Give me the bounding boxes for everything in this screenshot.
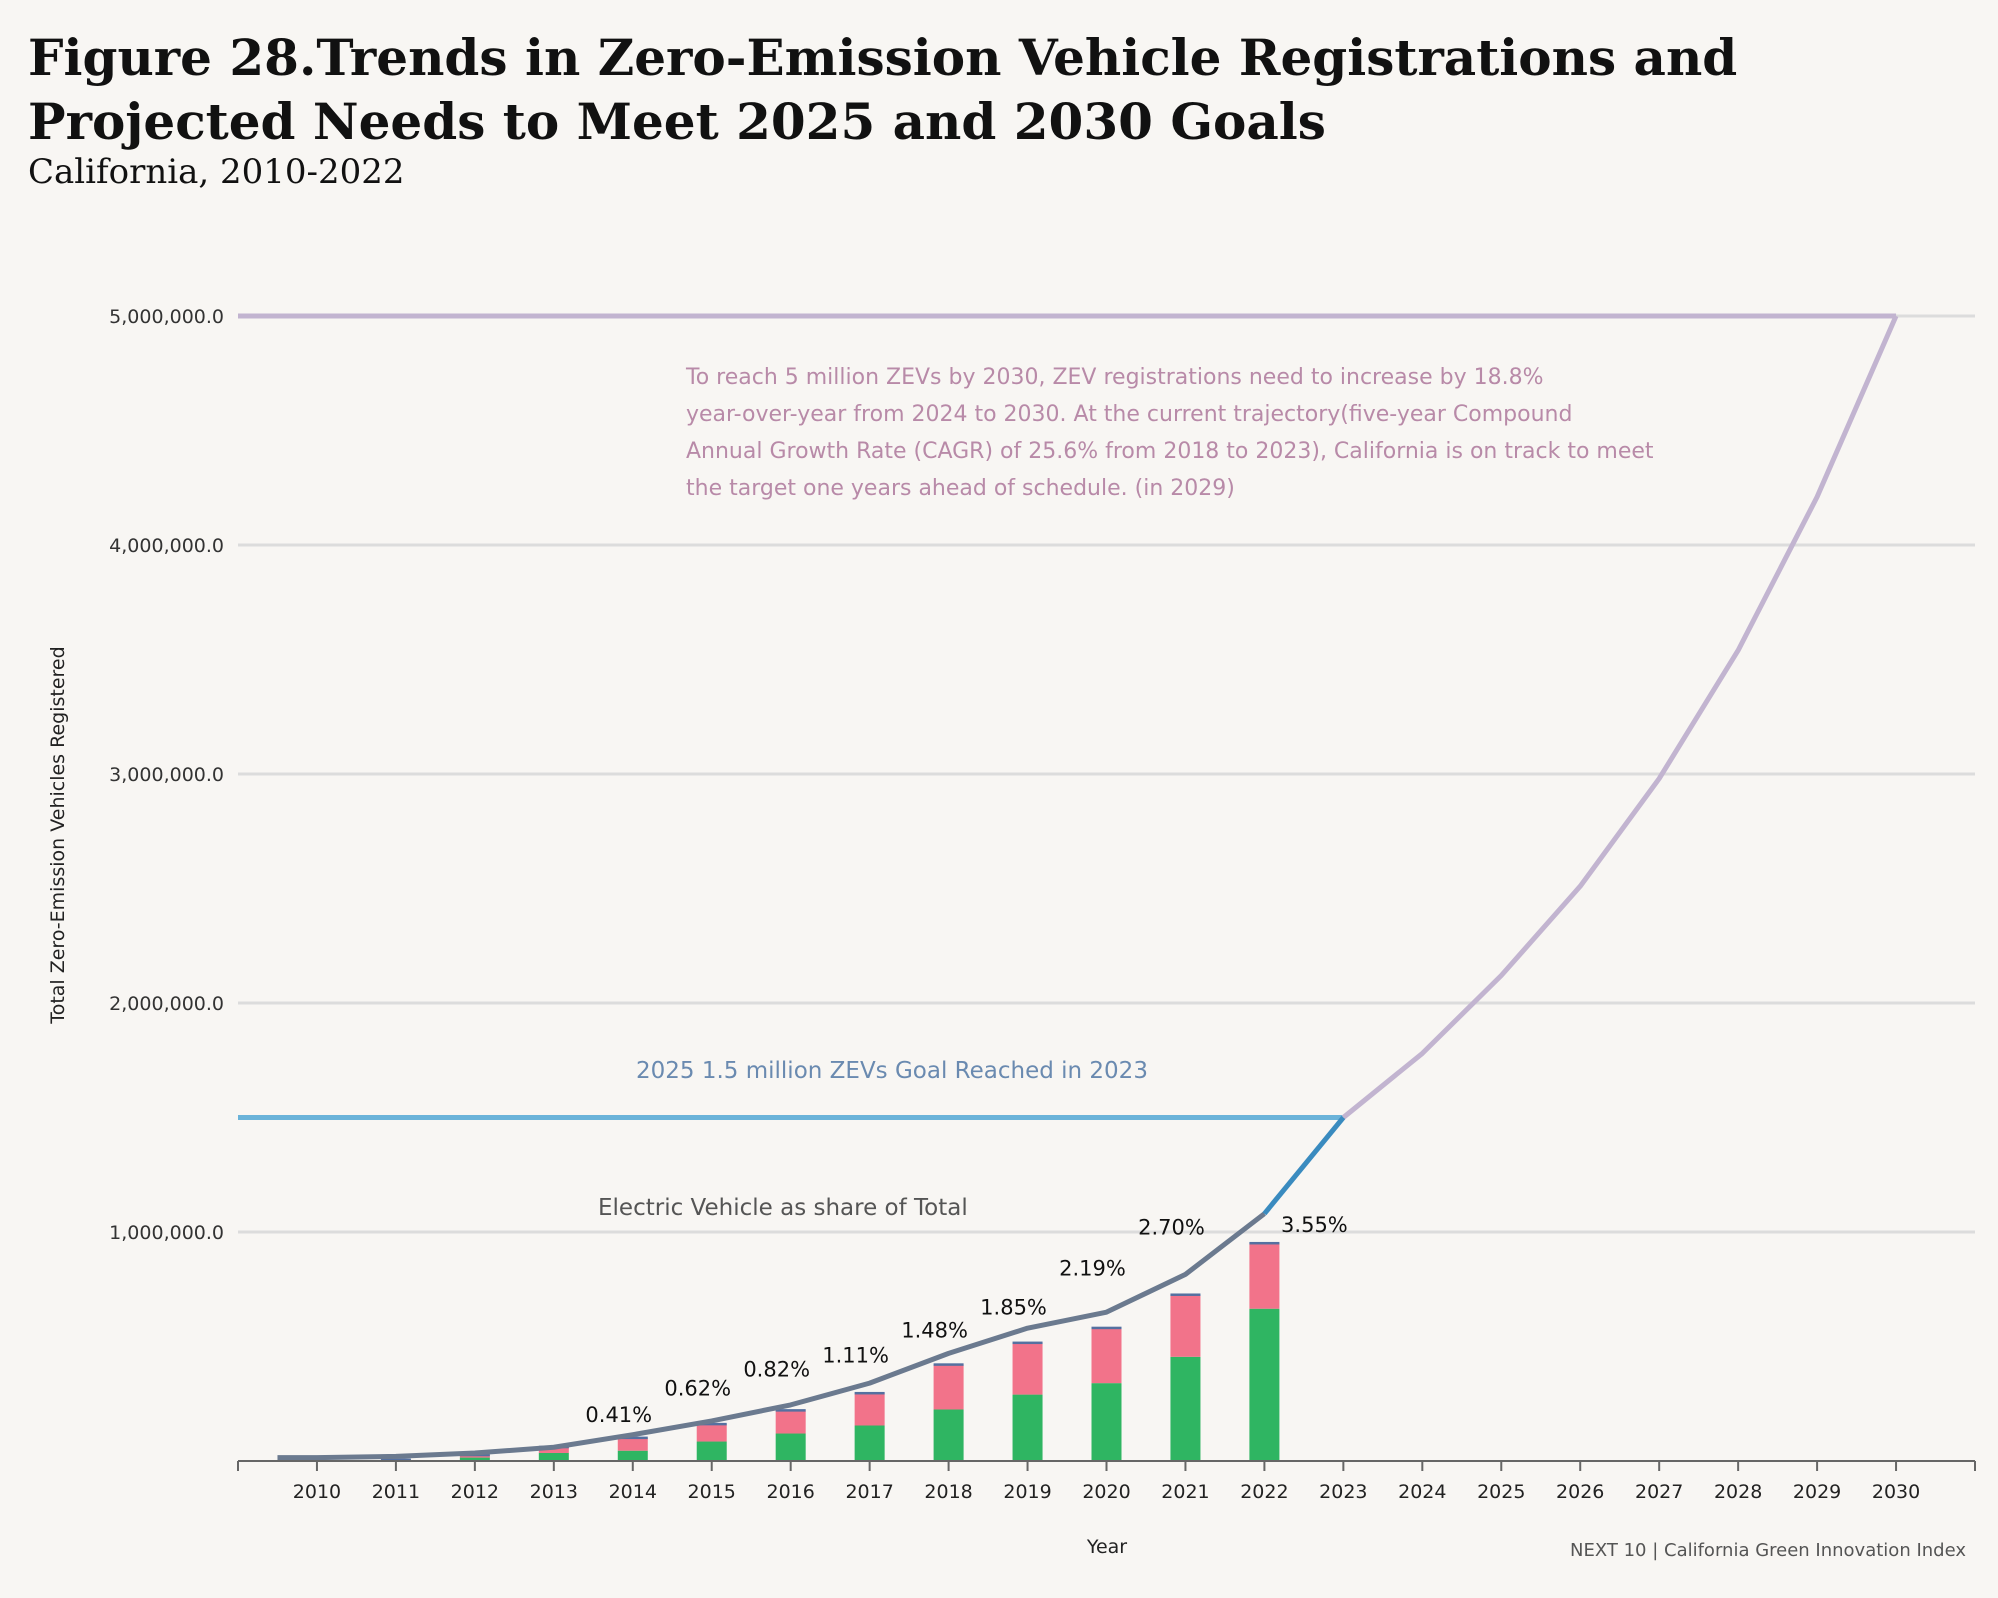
bar-cap [1091,1326,1122,1330]
x-tick-label: 2020 [1082,1481,1130,1503]
bar-segment [854,1393,885,1426]
y-tick-label: 4,000,000.0 [109,535,224,557]
share-label: 0.82% [743,1357,810,1381]
bar-segment [538,1452,569,1461]
bar-segment [1249,1243,1280,1309]
share-labels: 0.41% 0.62% 0.82% 1.11% 1.48% 1.85% 2.19% 2.70%… [585,1213,1347,1427]
bar-segment [696,1424,727,1442]
total-zev-line [277,1211,1266,1461]
bar-segment [854,1425,885,1461]
x-tick-label: 2028 [1714,1481,1762,1503]
share-label: 0.41% [585,1403,652,1427]
trend-lines [277,1115,1346,1461]
bar-segment [1170,1294,1201,1357]
x-axis-label: Year [1086,1536,1127,1558]
x-tick-label: 2018 [924,1481,972,1503]
trend-2023-line [1262,1115,1346,1216]
x-tick-label: 2029 [1793,1481,1841,1503]
goal-lines [238,313,1899,1120]
bar-cap [1170,1293,1201,1296]
x-tick-label: 2015 [688,1481,736,1503]
goal-2030-annotation-line: To reach 5 million ZEVs by 2030, ZEV reg… [685,365,1544,390]
bar-segment [933,1409,964,1461]
bar-segment [1012,1343,1043,1395]
source-credit: NEXT 10 | California Green Innovation In… [1570,1540,1966,1561]
y-tick-label: 2,000,000.0 [109,993,224,1015]
share-label: 1.48% [901,1318,968,1342]
share-label: 1.11% [822,1344,889,1368]
x-tick-label: 2013 [530,1481,578,1503]
x-axis: 2010 2011 2012 2013 2014 2015 2016 2017 2018 2019… [237,1460,1976,1503]
x-tick-label: 2023 [1319,1481,1367,1503]
bar-cap [775,1409,806,1412]
bars [380,1241,1280,1462]
bar-cap [696,1422,727,1426]
goal-2030-annotation-line: Annual Growth Rate (CAGR) of 25.6% from … [686,439,1654,464]
bar-cap [1249,1241,1280,1245]
x-tick-label: 2016 [767,1481,815,1503]
bar-segment [1091,1328,1122,1384]
bar-cap [1012,1341,1043,1345]
x-tick-label: 2022 [1240,1481,1288,1503]
bar-segment [1012,1394,1043,1461]
goal-2025-annotation: 2025 1.5 million ZEVs Goal Reached in 20… [636,1058,1148,1084]
x-tick-label: 2030 [1872,1481,1920,1503]
bar-segment [617,1450,648,1461]
x-tick-label: 2011 [372,1481,420,1503]
x-tick-label: 2027 [1635,1481,1683,1503]
projection-line [1341,315,1899,1120]
share-label: 1.85% [980,1295,1047,1319]
goal-2030-annotation-line: the target one years ahead of schedule. … [686,476,1235,501]
x-tick-label: 2014 [609,1481,657,1503]
goal-2030-annotation-line: year-over-year from 2024 to 2030. At the… [686,402,1572,427]
x-tick-label: 2025 [1477,1481,1525,1503]
x-tick-label: 2026 [1556,1481,1604,1503]
y-axis-label: Total Zero-Emission Vehicles Registered [47,646,69,1024]
chart-title: Figure 28.Trends in Zero-Emission Vehicl… [28,28,1738,151]
bar-segment [459,1455,490,1458]
annotations: To reach 5 million ZEVs by 2030, ZEV reg… [598,365,1654,1221]
y-axis-ticks: 1,000,000.0 2,000,000.0 3,000,000.0 4,000,0… [109,306,224,1244]
bar-cap [617,1436,648,1440]
bar-segment [775,1410,806,1434]
x-tick-label: 2021 [1161,1481,1209,1503]
bar-segment [1170,1356,1201,1461]
x-tick-label: 2024 [1398,1481,1446,1503]
x-tick-label: 2017 [845,1481,893,1503]
bar-cap [380,1458,411,1462]
share-label: 2.19% [1059,1257,1126,1281]
bar-segment [933,1364,964,1410]
bar-segment [1091,1383,1122,1461]
share-label: 2.70% [1138,1215,1205,1239]
share-label: 3.55% [1281,1213,1348,1237]
x-tick-label: 2019 [1003,1481,1051,1503]
bar-cap [933,1363,964,1366]
bar-segment [775,1433,806,1461]
y-tick-label: 3,000,000.0 [109,764,224,786]
x-tick-label: 2010 [293,1481,341,1503]
share-label: 0.62% [664,1377,731,1401]
bar-segment [1249,1308,1280,1461]
share-annotation: Electric Vehicle as share of Total [598,1195,968,1221]
chart-subtitle: California, 2010-2022 [28,152,405,192]
bar-cap [854,1391,885,1395]
bar-segment [538,1447,569,1453]
bar-segment [617,1438,648,1451]
bar-segment [459,1457,490,1461]
y-tick-label: 1,000,000.0 [109,1222,224,1244]
x-tick-label: 2012 [451,1481,499,1503]
y-tick-label: 5,000,000.0 [109,306,224,328]
bar-segment [696,1441,727,1461]
